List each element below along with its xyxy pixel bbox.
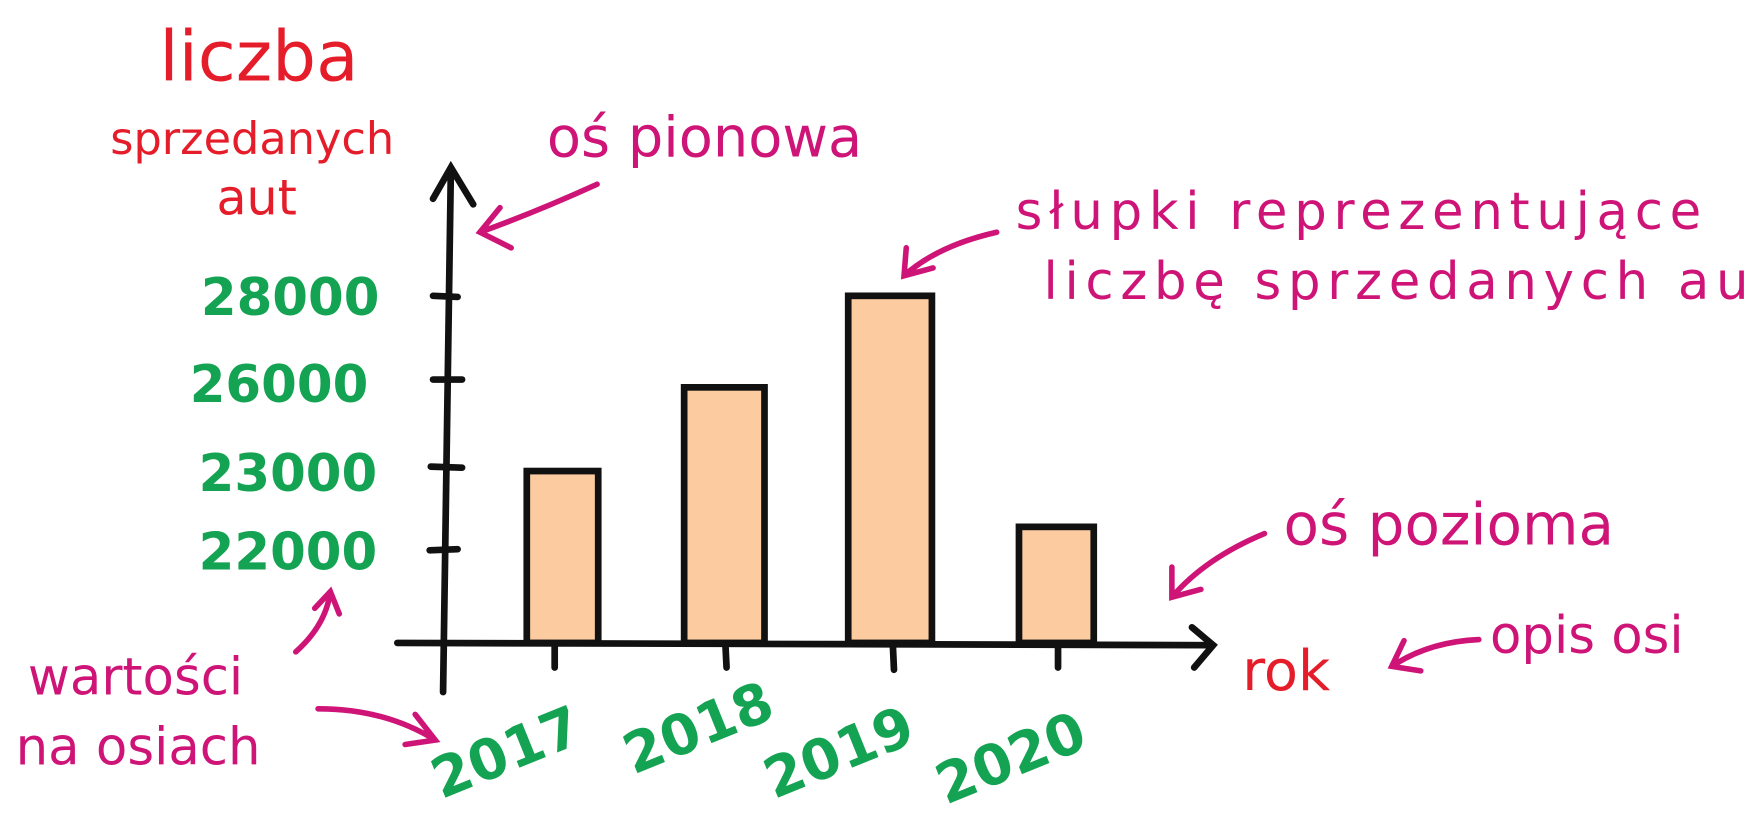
bar [1015,523,1098,647]
y-axis-title: aut [216,168,296,226]
y-tick-label: 22000 [199,522,378,582]
x-axis-title: rok [1242,639,1331,704]
y-axis-title: liczba [159,17,358,97]
arrow [475,181,600,251]
y-axis-title: sprzedanych [110,113,394,165]
x-tick-label: 2020 [927,699,1095,816]
x-tick [551,641,1062,674]
annotation: oś pionowa [547,105,862,170]
y-axis [429,160,477,696]
y-tick [426,292,466,554]
annotation: oś pozioma [1283,491,1614,559]
bar [680,384,768,647]
annotation: na osiach [16,718,261,778]
y-tick-label: 28000 [201,268,380,328]
x-tick-label: 2017 [422,694,590,812]
x-tick-label: 2019 [755,694,923,812]
arrow [1169,530,1268,601]
arrow [315,705,441,748]
arrow [900,229,1000,280]
y-tick-label: 23000 [199,444,378,504]
x-tick-label: 2018 [614,669,782,787]
arrow [292,586,343,655]
y-tick-label: 26000 [190,355,369,415]
bar [523,467,602,647]
annotation: słupki reprezentujące [1016,182,1708,242]
annotation: wartości [28,647,243,707]
annotation: opis osi [1490,606,1684,666]
x-axis [393,623,1218,671]
bar [844,292,936,647]
arrow [1387,636,1482,674]
annotation: liczbę sprzedanych aut [1044,252,1750,312]
